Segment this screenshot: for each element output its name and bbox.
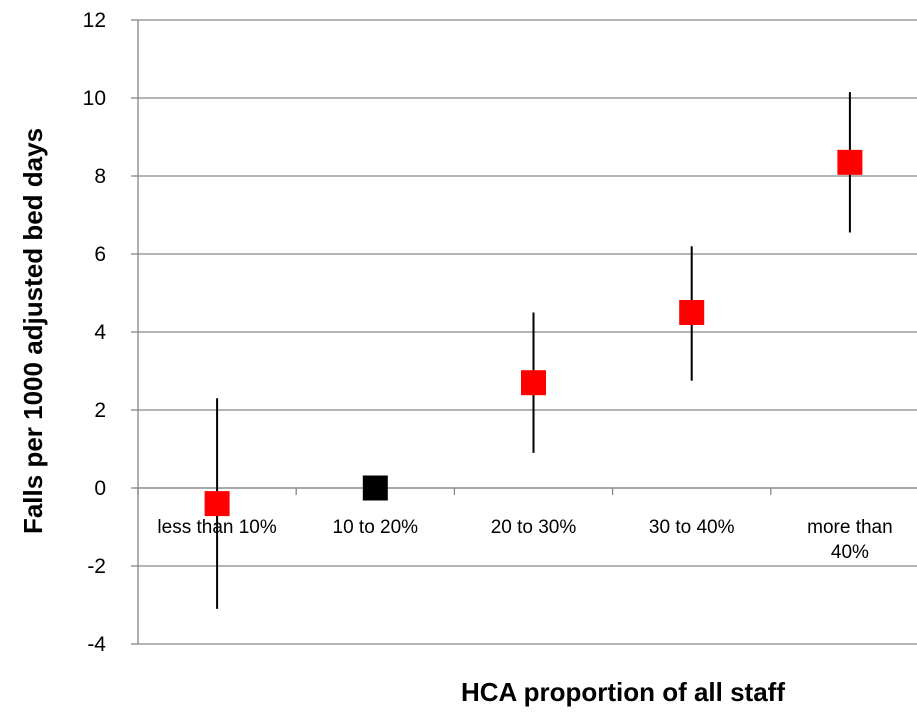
y-tick-label: 6: [94, 243, 106, 266]
y-tick-label: 12: [83, 9, 106, 32]
x-category-label: 10 to 20%: [333, 517, 419, 538]
axes: [131, 19, 917, 645]
data-point: [837, 149, 863, 175]
y-tick-label: -2: [87, 555, 106, 578]
y-tick-label: 0: [94, 477, 106, 500]
x-category-label: 30 to 40%: [649, 517, 735, 538]
y-tick-label: 2: [94, 399, 106, 422]
x-category-label: more than 40%: [807, 517, 893, 563]
data-point: [362, 475, 388, 501]
gridlines: [138, 19, 917, 645]
y-tick-label: 10: [83, 87, 106, 110]
data-point: [204, 491, 230, 517]
y-tick-labels: -4 -2 0 2 4 6 8 10 12: [83, 9, 107, 656]
y-tick-label: 4: [94, 321, 106, 344]
y-tick-label: 8: [94, 165, 106, 188]
x-category-labels: less than 10% 10 to 20% 20 to 30% 30 to 40%…: [157, 517, 892, 563]
x-category-label: 20 to 30%: [491, 517, 577, 538]
data-points: [204, 149, 863, 517]
data-point: [521, 370, 546, 396]
y-axis-title: Falls per 1000 adjusted bed days: [18, 128, 48, 534]
x-axis-title: HCA proportion of all staff: [461, 677, 785, 707]
data-point: [679, 300, 705, 325]
y-tick-label: -4: [87, 633, 106, 656]
